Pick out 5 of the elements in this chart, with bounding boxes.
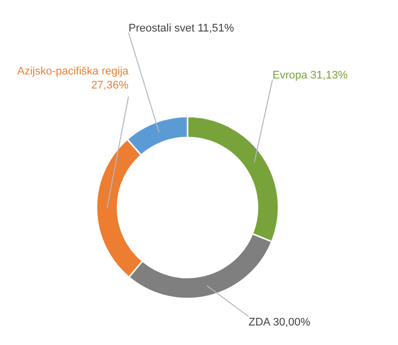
slice-label: ZDA 30,00% bbox=[248, 316, 310, 328]
slice-label: Preostali svet 11,51% bbox=[128, 22, 234, 34]
slice-label: Evropa 31,13% bbox=[272, 70, 348, 82]
slice-label: Azijsko-pacifiška regija bbox=[17, 65, 130, 78]
data-label: 27,36% bbox=[91, 80, 129, 92]
